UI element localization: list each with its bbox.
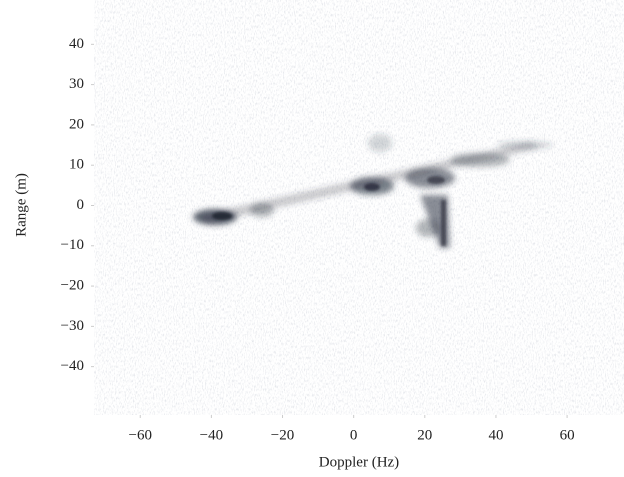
y-tick-label: −10: [61, 237, 84, 253]
x-tick-label: −40: [200, 427, 223, 443]
x-tick-label: −60: [129, 427, 152, 443]
y-tick-label: 0: [77, 197, 85, 213]
x-axis-label: Doppler (Hz): [319, 454, 399, 470]
speckle-noise: [94, 0, 624, 415]
x-tick-label: 20: [417, 427, 432, 443]
x-tick-label: 0: [350, 427, 358, 443]
y-tick-label: −40: [61, 358, 84, 374]
y-tick-label: −30: [61, 318, 84, 334]
y-tick-label: 30: [69, 76, 84, 92]
y-tick-label: 10: [69, 157, 84, 173]
y-tick-label: −20: [61, 278, 84, 294]
x-tick-label: 40: [488, 427, 503, 443]
plot-area: [94, 0, 624, 415]
y-tick-label: 20: [69, 116, 84, 132]
y-tick-label: 40: [69, 36, 84, 52]
x-tick-label: −20: [271, 427, 294, 443]
x-tick-label: 60: [560, 427, 575, 443]
target-core: [212, 176, 446, 246]
y-axis-label: Range (m): [13, 173, 29, 237]
